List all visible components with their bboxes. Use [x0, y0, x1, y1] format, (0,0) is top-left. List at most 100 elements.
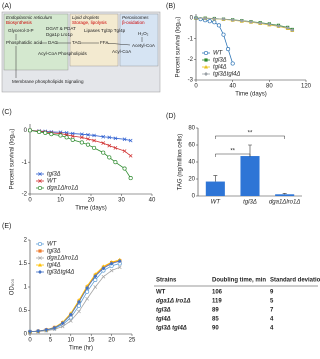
legend-label: tgl3Δtgl4Δ — [47, 270, 74, 276]
marker — [212, 16, 217, 21]
marker — [60, 321, 65, 326]
y-axis-label: Percent survival (log₁₀) — [176, 17, 182, 78]
table-cell: 9 — [270, 290, 274, 296]
marker — [77, 309, 81, 314]
node: DAG — [48, 40, 58, 45]
y-tick-label: 40 — [188, 160, 195, 166]
bracket — [215, 153, 251, 157]
marker — [70, 134, 75, 138]
marker — [113, 146, 118, 150]
marker — [28, 329, 32, 334]
table-cell: 85 — [212, 317, 219, 323]
marker — [85, 296, 89, 301]
marker — [37, 241, 43, 247]
marker — [107, 155, 112, 160]
legend-label: WT — [47, 179, 58, 185]
table-header: Standard deviation — [270, 278, 320, 284]
node: FFA — [100, 40, 109, 45]
x-axis-label: Time (hr) — [69, 346, 93, 352]
y-axis-label: TAG (ng/million cells) — [178, 134, 184, 191]
marker — [204, 65, 208, 69]
panel-label: (A) — [2, 3, 11, 10]
ld-box — [69, 13, 119, 67]
marker — [203, 50, 209, 56]
marker — [27, 128, 33, 133]
x-tick-label: 30 — [118, 198, 125, 204]
marker — [70, 137, 75, 142]
node: H₂O₂ — [138, 31, 149, 36]
x-tick-label: 15 — [88, 338, 95, 344]
marker — [64, 135, 69, 140]
y-axis-label: OD₆₀₀ — [10, 278, 16, 295]
marker — [109, 268, 114, 273]
marker — [226, 47, 231, 52]
series-line — [30, 266, 120, 333]
panel-label: (E) — [2, 223, 11, 230]
marker — [128, 176, 133, 181]
marker — [107, 143, 112, 148]
y-tick-label: 1 — [24, 285, 28, 291]
marker — [93, 277, 98, 283]
x-tick-label: 25 — [129, 338, 136, 344]
marker — [249, 19, 253, 24]
node: Membrane phospholipids Signaling — [12, 79, 84, 84]
marker — [128, 153, 133, 158]
bar — [275, 194, 295, 196]
y-tick-label: 2 — [24, 238, 28, 244]
panel-label: (C) — [2, 109, 12, 116]
marker — [290, 28, 295, 33]
marker — [101, 264, 106, 268]
legend-label: tgl3Δ — [47, 172, 61, 178]
y-tick-label: 0 — [192, 194, 196, 200]
marker — [204, 72, 208, 76]
marker — [43, 130, 48, 135]
label: Biosynthesis — [6, 20, 32, 25]
marker — [221, 32, 226, 37]
marker — [122, 149, 127, 153]
bracket — [215, 135, 285, 139]
x-tick-label: 40 — [229, 84, 236, 90]
marker — [212, 20, 217, 25]
table-cell: tgl3Δ tgl4Δ — [156, 326, 187, 332]
x-tick-label: 0 — [194, 84, 198, 90]
px-box — [119, 13, 159, 67]
marker — [230, 61, 235, 66]
marker — [101, 266, 106, 271]
marker — [221, 17, 226, 22]
annotation: ** — [248, 131, 253, 137]
marker — [203, 16, 208, 21]
marker — [80, 132, 84, 137]
marker — [49, 132, 54, 137]
marker — [101, 274, 106, 279]
marker — [207, 19, 212, 24]
table-cell: dga1Δ lro1Δ — [156, 299, 191, 305]
marker — [101, 141, 106, 145]
label: Lipid droplets — [72, 15, 100, 20]
x-axis-label: Time (days) — [75, 206, 106, 212]
y-tick-label: 0 — [190, 16, 194, 22]
table-cell: 106 — [212, 290, 223, 296]
marker — [101, 134, 106, 139]
marker — [44, 327, 49, 332]
marker — [92, 138, 96, 143]
marker — [85, 285, 90, 290]
marker — [79, 140, 84, 145]
marker — [80, 135, 84, 140]
legend-label: tgl4Δ — [213, 65, 227, 71]
marker — [38, 263, 42, 267]
node: TAG — [72, 40, 82, 45]
y-tick-label: 0.5 — [19, 308, 28, 314]
series-line — [29, 263, 120, 333]
marker — [76, 303, 82, 308]
x-tick-label: 10 — [57, 198, 64, 204]
x-tick-label: WT — [211, 200, 222, 206]
x-tick-label: 40 — [149, 198, 156, 204]
y-tick-label: 20 — [188, 177, 195, 183]
x-tick-label: tgl3Δ — [243, 200, 257, 206]
y-tick-label: 1.5 — [19, 261, 28, 267]
marker — [276, 23, 281, 28]
arrows — [15, 34, 143, 78]
marker — [85, 142, 91, 147]
marker — [122, 166, 127, 171]
